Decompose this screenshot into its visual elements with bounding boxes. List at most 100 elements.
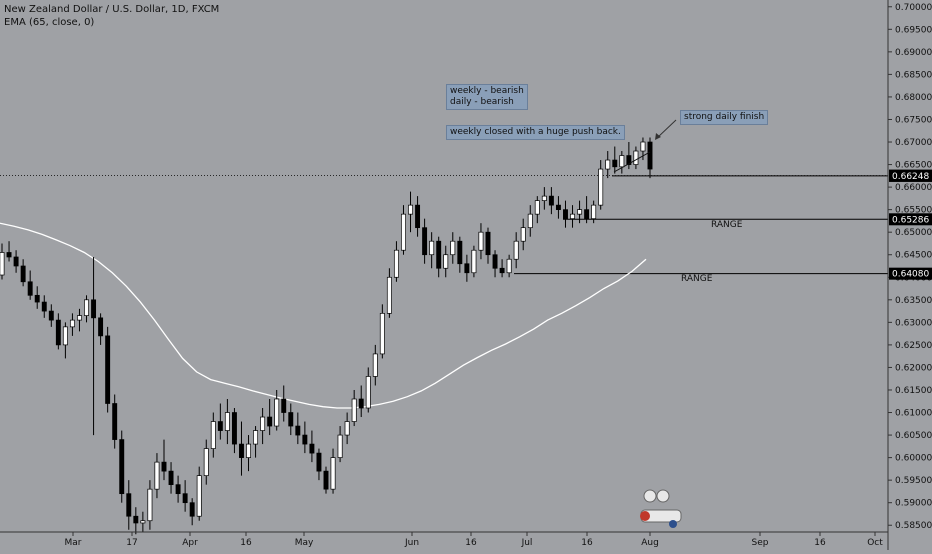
candle-up[interactable] bbox=[598, 168, 604, 206]
candle-down[interactable] bbox=[112, 403, 118, 440]
candle-up[interactable] bbox=[605, 159, 611, 170]
candle-down[interactable] bbox=[295, 425, 301, 436]
ema-indicator-label[interactable]: EMA (65, close, 0) bbox=[4, 17, 95, 28]
candle-up[interactable] bbox=[443, 254, 449, 269]
candle-down[interactable] bbox=[415, 204, 421, 229]
candle-down[interactable] bbox=[309, 443, 315, 454]
candle-up[interactable] bbox=[506, 258, 512, 274]
candle-down[interactable] bbox=[422, 227, 428, 256]
candle-up[interactable] bbox=[534, 200, 540, 215]
candle-up[interactable] bbox=[619, 155, 625, 168]
candle-down[interactable] bbox=[464, 263, 470, 274]
candle-down[interactable] bbox=[485, 231, 491, 256]
candle-up[interactable] bbox=[401, 213, 406, 251]
candle-down[interactable] bbox=[555, 204, 561, 210]
candle-up[interactable] bbox=[570, 213, 575, 220]
candle-up[interactable] bbox=[365, 376, 371, 409]
ema-line[interactable] bbox=[0, 222, 647, 409]
candle-down[interactable] bbox=[323, 470, 329, 490]
candle-down[interactable] bbox=[34, 294, 40, 303]
candle-down[interactable] bbox=[168, 470, 174, 486]
candle-down[interactable] bbox=[436, 240, 442, 269]
candle-up[interactable] bbox=[393, 249, 399, 278]
candle-down[interactable] bbox=[267, 416, 273, 427]
candle-down[interactable] bbox=[647, 141, 653, 170]
candle-down[interactable] bbox=[20, 265, 26, 283]
candle-up[interactable] bbox=[513, 240, 519, 260]
candle-up[interactable] bbox=[541, 195, 547, 201]
candle-up[interactable] bbox=[450, 240, 456, 256]
candle-down[interactable] bbox=[563, 209, 568, 220]
candle-down[interactable] bbox=[133, 515, 139, 524]
candle-up[interactable] bbox=[386, 276, 392, 314]
candle-down[interactable] bbox=[457, 240, 463, 265]
candle-down[interactable] bbox=[626, 155, 632, 165]
candle-up[interactable] bbox=[62, 326, 68, 346]
candle-down[interactable] bbox=[302, 434, 308, 445]
candle-up[interactable] bbox=[591, 204, 597, 220]
candle-down[interactable] bbox=[499, 267, 505, 274]
candle-down[interactable] bbox=[189, 502, 195, 517]
candle-up[interactable] bbox=[274, 398, 280, 427]
candle-up[interactable] bbox=[337, 434, 343, 458]
candle-down[interactable] bbox=[161, 461, 167, 472]
candle-down[interactable] bbox=[612, 159, 618, 168]
candle-down[interactable] bbox=[27, 281, 33, 296]
candle-down[interactable] bbox=[288, 412, 294, 427]
strong-finish-note[interactable]: strong daily finish bbox=[680, 110, 769, 125]
candle-down[interactable] bbox=[48, 310, 54, 321]
candle-up[interactable] bbox=[379, 312, 385, 355]
candle-down[interactable] bbox=[126, 493, 132, 517]
candle-down[interactable] bbox=[231, 412, 237, 445]
candle-up[interactable] bbox=[210, 421, 216, 449]
trend-line[interactable] bbox=[613, 151, 651, 173]
candle-up[interactable] bbox=[246, 443, 251, 458]
candle-down[interactable] bbox=[98, 317, 104, 337]
candle-down[interactable] bbox=[175, 484, 181, 495]
candle-up[interactable] bbox=[633, 150, 639, 165]
candle-up[interactable] bbox=[154, 461, 160, 490]
candle-up[interactable] bbox=[429, 240, 435, 256]
candle-up[interactable] bbox=[520, 227, 526, 242]
candle-up[interactable] bbox=[408, 204, 413, 215]
candle-down[interactable] bbox=[548, 195, 554, 206]
candle-down[interactable] bbox=[91, 299, 97, 319]
bias-note[interactable]: weekly - bearish daily - bearish bbox=[446, 84, 528, 110]
candle-up[interactable] bbox=[577, 209, 583, 215]
candle-up[interactable] bbox=[253, 430, 259, 445]
candle-down[interactable] bbox=[41, 301, 47, 312]
candle-up[interactable] bbox=[351, 398, 357, 422]
candle-down[interactable] bbox=[584, 209, 590, 220]
candle-down[interactable] bbox=[119, 439, 125, 495]
candle-down[interactable] bbox=[13, 256, 19, 267]
candle-up[interactable] bbox=[640, 141, 646, 152]
weekly-note[interactable]: weekly closed with a huge push back. bbox=[446, 125, 625, 140]
candle-up[interactable] bbox=[372, 353, 378, 377]
candle-down[interactable] bbox=[6, 252, 12, 258]
candle-down[interactable] bbox=[55, 319, 61, 346]
candle-down[interactable] bbox=[239, 443, 244, 458]
candle-up[interactable] bbox=[0, 252, 5, 276]
candle-up[interactable] bbox=[344, 421, 350, 436]
candle-down[interactable] bbox=[105, 335, 111, 404]
candle-up[interactable] bbox=[330, 457, 336, 490]
candle-up[interactable] bbox=[527, 213, 533, 229]
candle-up[interactable] bbox=[147, 488, 153, 522]
candle-up[interactable] bbox=[203, 448, 209, 476]
candle-up[interactable] bbox=[260, 416, 266, 431]
candle-down[interactable] bbox=[281, 398, 287, 413]
candle-up[interactable] bbox=[224, 412, 230, 431]
candle-up[interactable] bbox=[140, 520, 146, 524]
candle-up[interactable] bbox=[471, 249, 477, 274]
candle-down[interactable] bbox=[358, 398, 364, 409]
candle-down[interactable] bbox=[492, 254, 498, 269]
annotation-arrow[interactable] bbox=[656, 119, 677, 139]
candle-up[interactable] bbox=[69, 319, 75, 328]
candle-up[interactable] bbox=[478, 231, 484, 251]
candle-up[interactable] bbox=[196, 475, 202, 517]
candle-up[interactable] bbox=[77, 315, 82, 321]
candle-down[interactable] bbox=[182, 493, 188, 504]
candle-up[interactable] bbox=[84, 299, 89, 316]
